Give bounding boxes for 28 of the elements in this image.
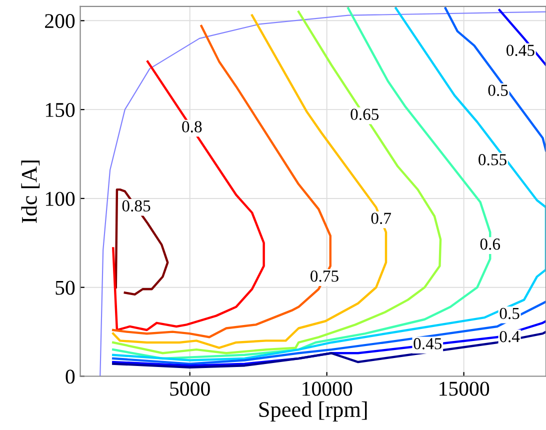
series-label: 0.55 [478, 154, 506, 166]
x-axis-title: Speed [rpm] [259, 401, 367, 422]
series-label: 0.7 [371, 212, 392, 224]
series-label: 0.65 [350, 108, 379, 120]
line-series [112, 60, 265, 332]
series-label: 0.5 [500, 308, 520, 320]
series-label: 0.5 [488, 84, 508, 96]
series-label: 0.45 [414, 338, 442, 350]
line-series [114, 188, 169, 296]
series-label: 0.6 [480, 238, 500, 250]
line-series [112, 330, 546, 368]
series-label: 0.4 [500, 330, 520, 342]
y-tick-label: 100 [46, 192, 75, 206]
y-tick-label: 150 [46, 102, 75, 117]
series-label: 0.85 [122, 200, 150, 212]
series-label: 0.8 [182, 121, 202, 132]
line-series [112, 10, 442, 354]
y-tick-label: 50 [56, 280, 75, 295]
series-label: 0.45 [506, 44, 534, 56]
x-tick-label: 5000 [170, 382, 210, 396]
line-series [112, 300, 546, 365]
x-tick-label: 10000 [302, 382, 352, 396]
line-series [444, 7, 546, 152]
y-axis-title: Idc [A] [21, 160, 40, 223]
series-label: 0.75 [310, 270, 338, 282]
y-tick-label: 200 [45, 14, 75, 28]
x-tick-label: 15000 [440, 382, 490, 396]
y-tick-label: 0 [66, 370, 75, 384]
